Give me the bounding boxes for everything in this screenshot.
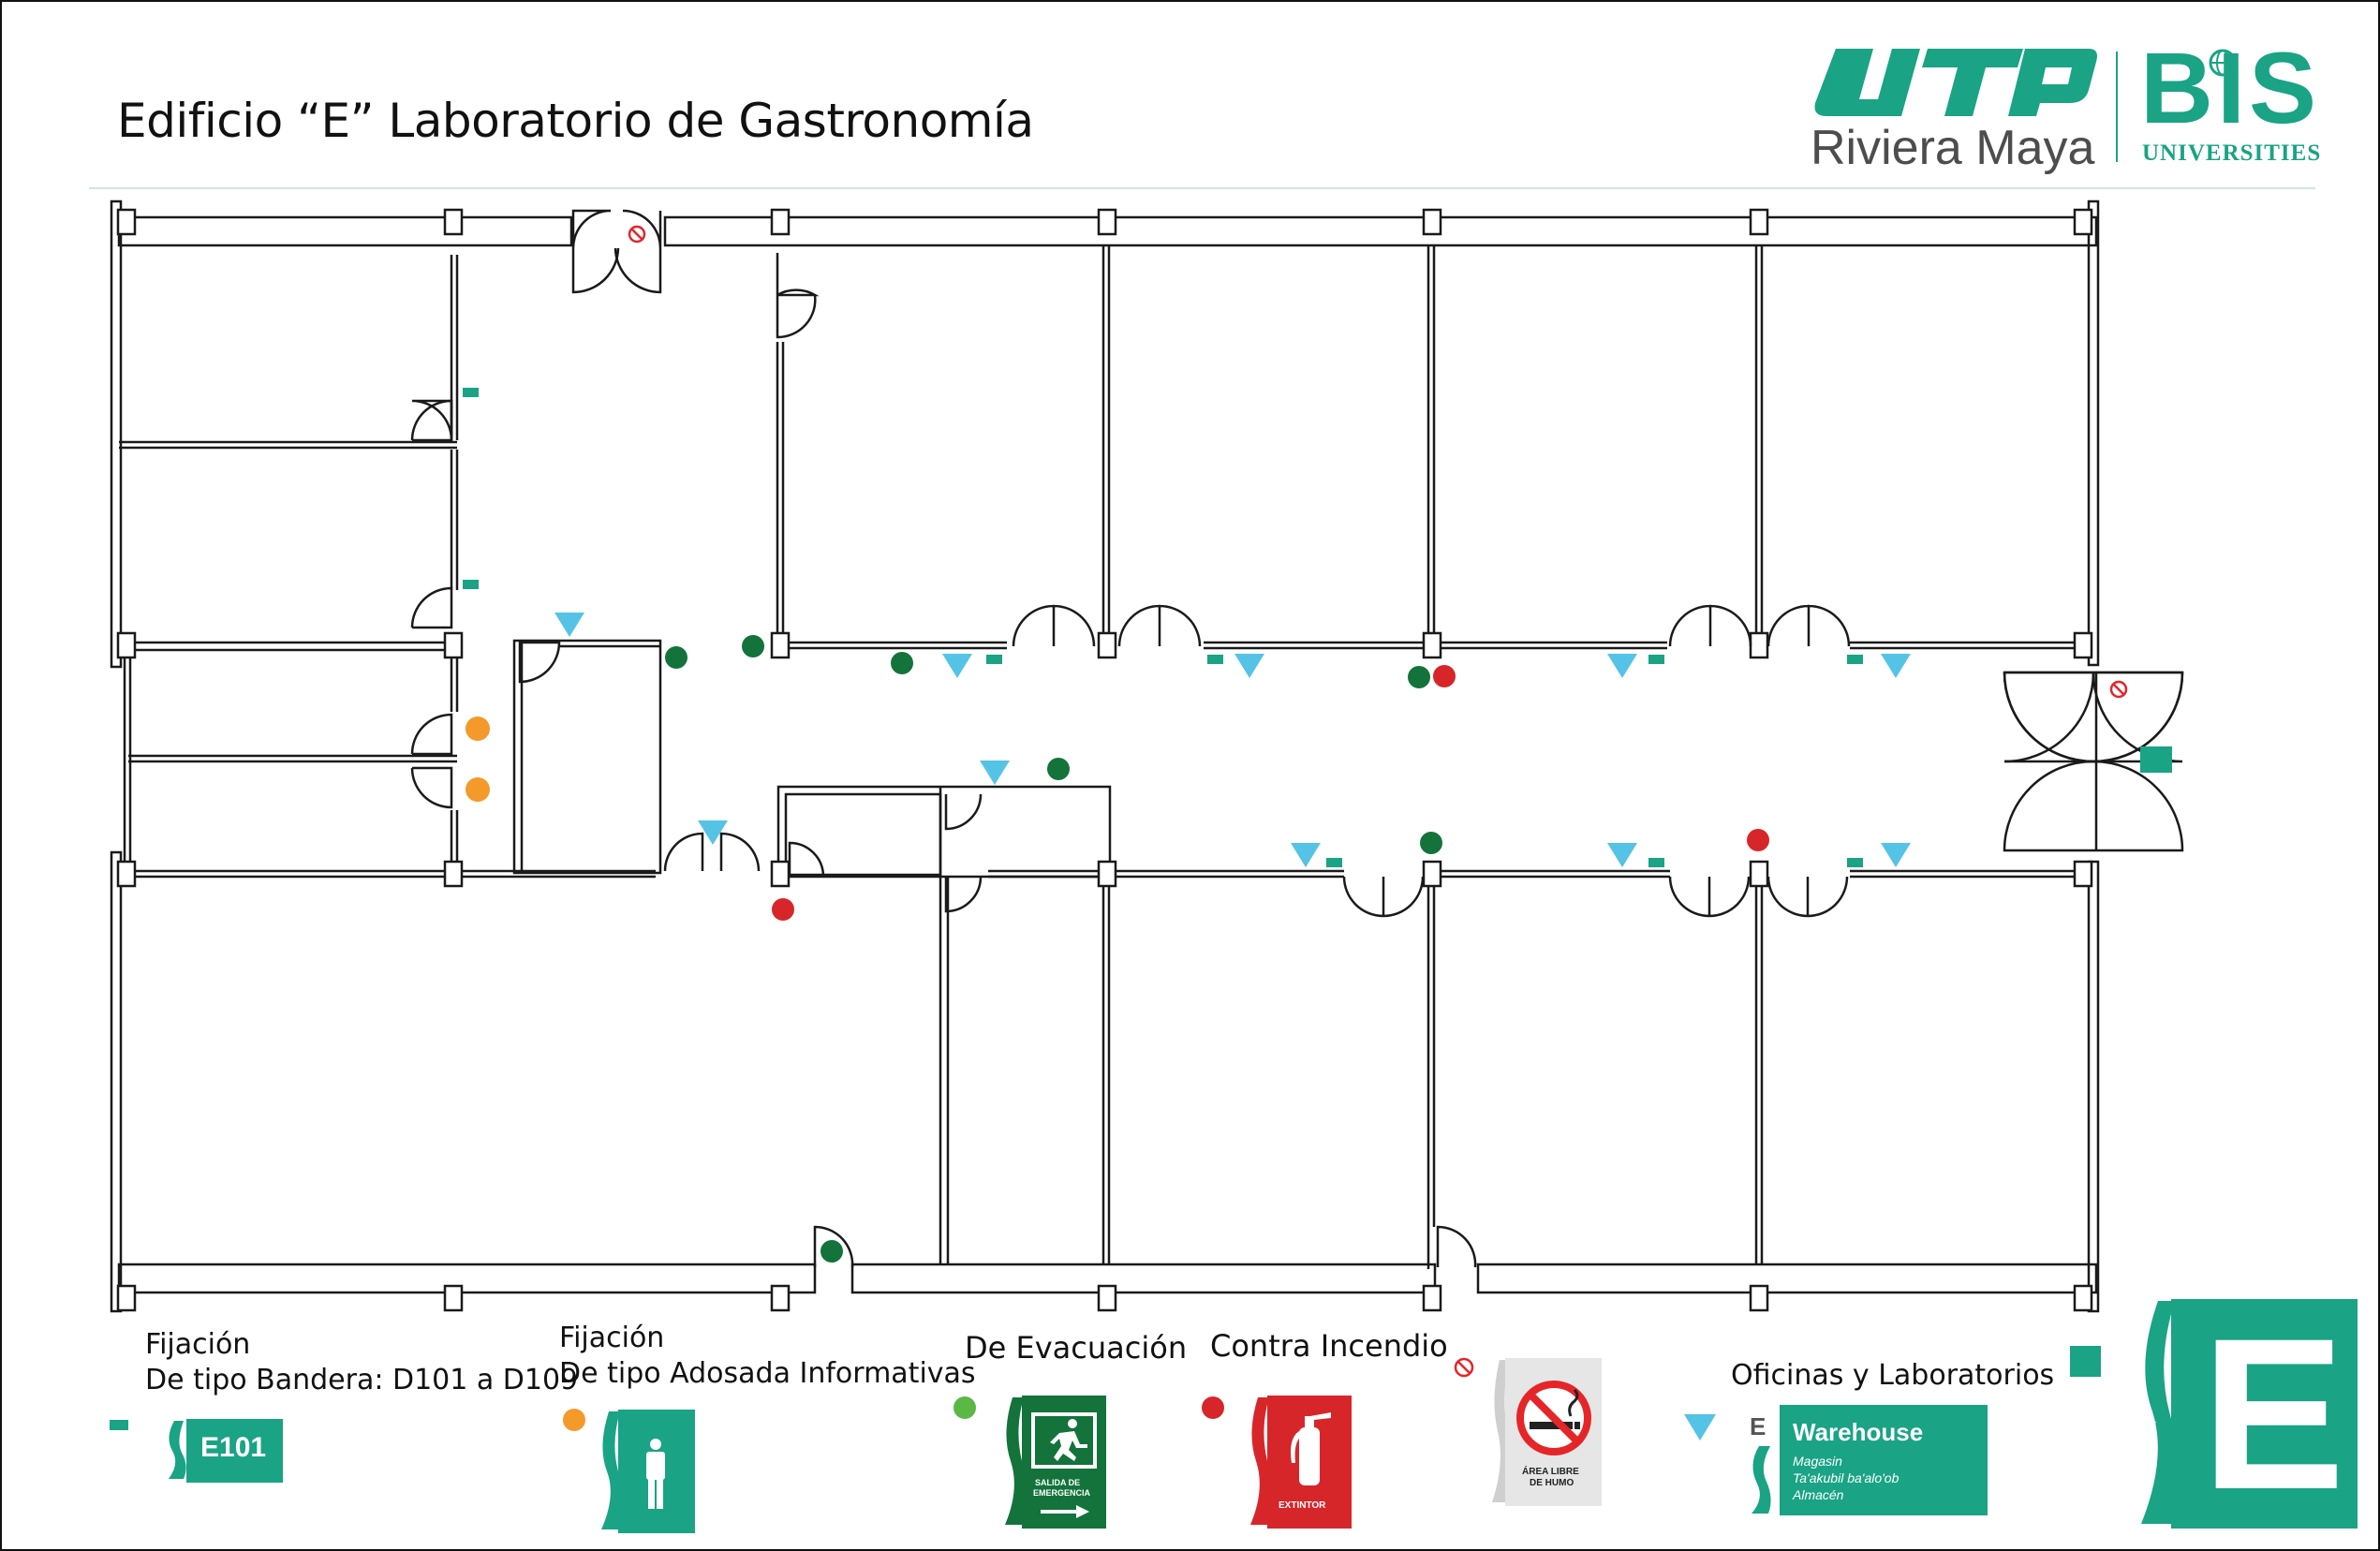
legend-bandera-desc: De tipo Bandera: D101 a D109 — [145, 1364, 579, 1396]
sample-oficinas-line2: Ta'akubil ba'alo'ob — [1793, 1470, 1900, 1485]
running-exit-icon — [1031, 1412, 1097, 1469]
person-icon — [646, 1439, 665, 1509]
wall-left-upper — [110, 199, 123, 669]
sample-incendio-text: EXTINTOR — [1279, 1500, 1326, 1511]
no-smoking-icon — [1516, 1381, 1591, 1455]
swirl-ornament-icon — [1752, 1446, 1771, 1514]
logo-bis: BIS — [2140, 31, 2321, 144]
page-title: Edificio “E” Laboratorio de Gastronomía — [117, 94, 1034, 148]
wall-bottom-right — [1476, 1263, 2098, 1294]
sample-humo-text2: DE HUMO — [1530, 1478, 1574, 1488]
building-badge: E — [2126, 1299, 2358, 1529]
wall-bottom-mid — [850, 1263, 1437, 1294]
sign-markers — [463, 225, 2172, 1263]
sample-humo-sign: ÁREA LIBRE DE HUMO — [1485, 1358, 1602, 1506]
sample-incendio-sign: EXTINTOR — [1241, 1396, 1352, 1529]
swirl-ornament-icon — [601, 1411, 623, 1529]
wall-right-upper — [2087, 199, 2100, 667]
globe-icon — [2209, 49, 2237, 77]
sample-oficinas-letter: E — [1750, 1412, 1767, 1440]
sample-evacuacion-text1: SALIDA DE — [1035, 1478, 1081, 1487]
legend-bandera-title: Fijación — [145, 1328, 251, 1361]
logo-bis-universities: UNIVERSITIES — [2142, 140, 2322, 166]
swirl-ornament-icon — [1005, 1397, 1027, 1525]
sample-evacuacion-sign: SALIDA DE EMERGENCIA — [996, 1396, 1106, 1529]
legend-adosada-desc: De tipo Adosada Informativas — [559, 1357, 976, 1390]
swirl-ornament-icon — [2141, 1301, 2177, 1524]
sample-bandera-text: E101 — [200, 1432, 267, 1463]
legend-oficinas-label: Oficinas y Laboratorios — [1731, 1359, 2055, 1392]
wall-top-left — [117, 215, 573, 247]
sample-bandera-sign: E101 — [161, 1419, 283, 1483]
sample-oficinas-title: Warehouse — [1793, 1418, 1924, 1446]
arrow-right-icon — [1041, 1505, 1089, 1518]
wall-left-lower — [110, 850, 123, 1313]
logo-city-name: Riviera Maya — [1811, 121, 2095, 175]
sample-evacuacion-text2: EMERGENCIA — [1033, 1488, 1091, 1498]
ut-logo-mark — [1814, 49, 2097, 116]
legend-evacuacion-label: De Evacuación — [965, 1330, 1188, 1366]
building-letter: E — [2201, 1293, 2345, 1534]
sample-humo-text1: ÁREA LIBRE — [1522, 1467, 1579, 1477]
sample-oficinas-line3: Almacén — [1793, 1487, 1844, 1502]
wall-bottom-left — [117, 1263, 817, 1294]
swirl-ornament-icon — [169, 1421, 186, 1479]
sample-oficinas-sign: E Warehouse Magasin Ta'akubil ba'alo'ob … — [1740, 1405, 1988, 1515]
swirl-ornament-icon — [1250, 1397, 1272, 1525]
legend-adosada-title: Fijación — [559, 1322, 665, 1354]
legend-incendio-label: Contra Incendio — [1210, 1328, 1448, 1364]
sample-oficinas-line1: Magasin — [1793, 1454, 1842, 1469]
wall-top-right — [663, 215, 2098, 247]
sample-adosada-sign — [592, 1410, 695, 1533]
fire-extinguisher-icon — [1291, 1412, 1331, 1485]
wall-right-lower — [2087, 860, 2100, 1313]
logo-divider — [2116, 52, 2118, 162]
